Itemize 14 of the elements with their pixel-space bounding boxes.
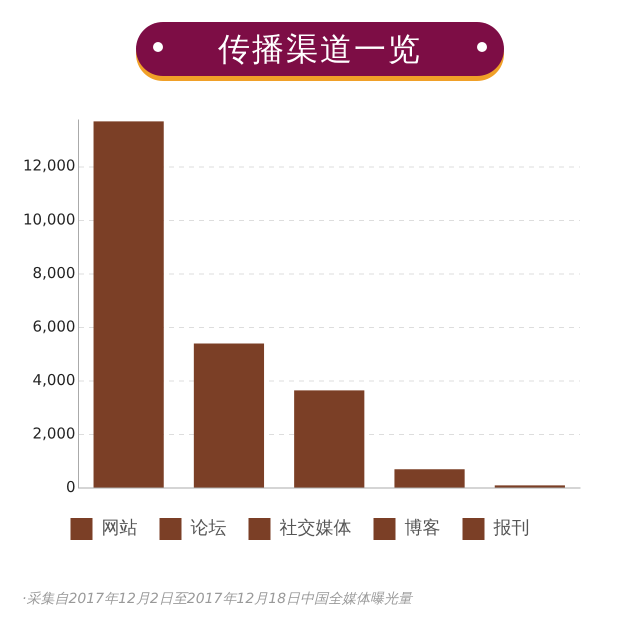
y-tick-label: 0 bbox=[66, 478, 76, 496]
legend-label: 社交媒体 bbox=[280, 518, 352, 539]
y-tick-label: 2,000 bbox=[32, 424, 76, 442]
y-tick-label: 4,000 bbox=[32, 370, 76, 389]
legend-label: 网站 bbox=[102, 518, 138, 539]
y-tick-label: 8,000 bbox=[32, 264, 76, 282]
legend-label: 报刊 bbox=[492, 518, 530, 539]
text: ·采集自2017年12月2日至2017年12月18日中国全媒体曝光量 bbox=[22, 590, 412, 609]
chart-title: 传播渠道一览 bbox=[136, 22, 504, 76]
y-tick-label: 6,000 bbox=[32, 317, 76, 336]
legend-label: 论坛 bbox=[190, 518, 226, 539]
legend-label: 博客 bbox=[404, 518, 440, 539]
y-tick-label: 10,000 bbox=[22, 210, 76, 228]
y-tick-label: 12,000 bbox=[22, 156, 76, 175]
